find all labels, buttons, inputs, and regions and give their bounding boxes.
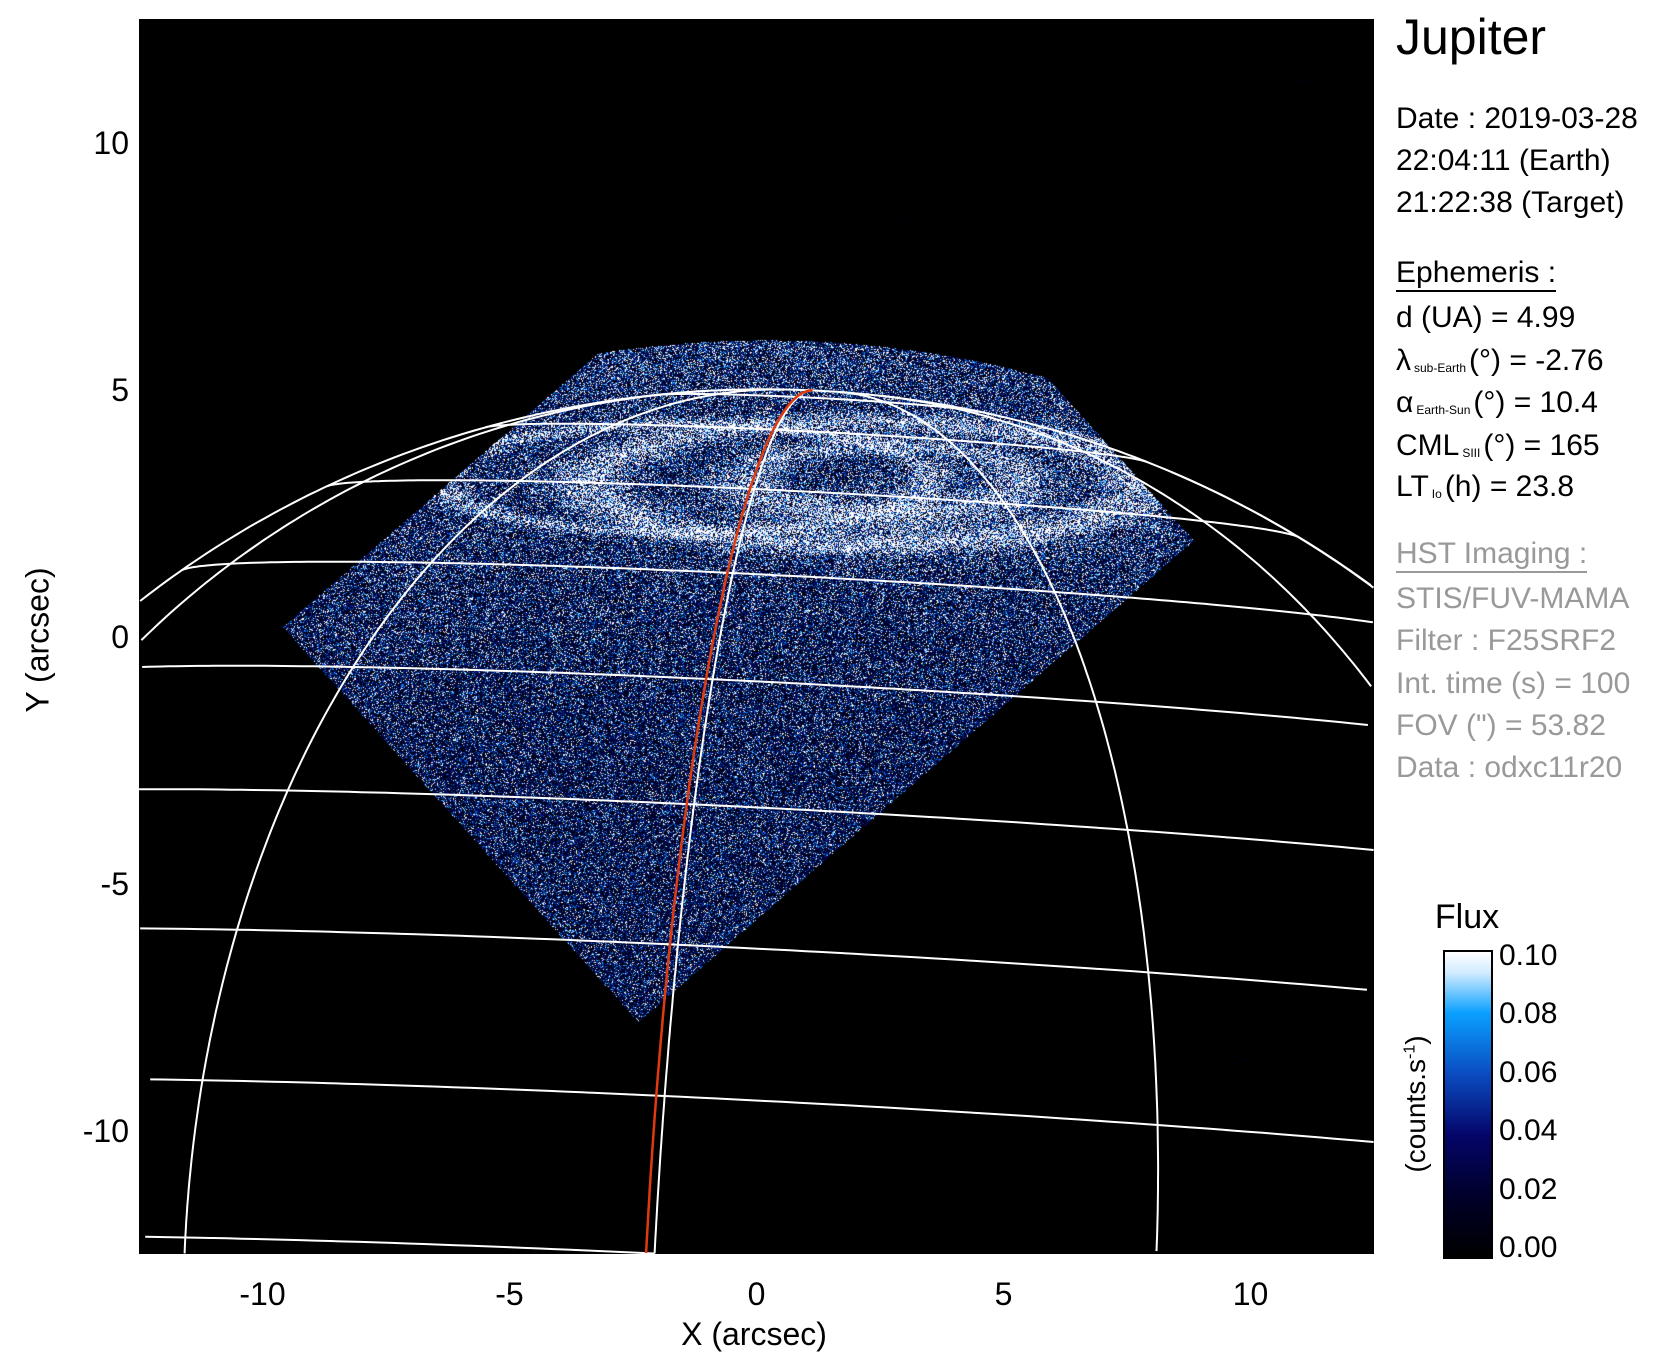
parallel-line [142,664,1369,726]
y-tick-label: 0 [111,618,129,655]
meridian-line [653,389,813,1254]
reference-meridian-line [644,389,813,1254]
alpha-symbol: α [1396,386,1414,419]
meridian-line [880,394,1372,687]
parallel-line [485,422,1148,463]
y-tick-label: -5 [100,865,129,902]
distance-text: d (UA) = 4.99 [1396,301,1576,334]
parallel-line [140,927,1368,991]
lt-value: (h) = 23.8 [1444,470,1575,503]
x-tick-label: 5 [994,1276,1013,1312]
y-tick-label: -10 [82,1112,129,1149]
colorbar-tick-label: 0.00 [1499,1231,1558,1264]
ephemeris-header: Ephemeris : [1396,258,1557,292]
plot-area [139,19,1374,1254]
colorbar-tick-label: 0.06 [1499,1055,1558,1089]
limb-line [139,388,1372,602]
data-id-text: Data : odxc11r20 [1396,751,1623,784]
time-earth-text: 22:04:11 (Earth) [1396,144,1611,177]
parallel-line [139,788,1374,851]
lambda-text: λ sub-Earth (°) = -2.76 [1396,346,1604,383]
alpha-value: (°) = 10.4 [1473,386,1598,419]
y-tick-label: 10 [93,124,129,161]
lt-text: LT Io (h) = 23.8 [1396,472,1574,509]
parallel-line [181,560,1374,624]
colorbar-tick-label: 0.08 [1499,997,1558,1031]
uv-image [139,19,1374,1254]
lambda-value: (°) = -2.76 [1469,344,1604,377]
unit-text: (counts.s [1400,1058,1431,1173]
colorbar-title: Flux [1434,898,1500,936]
y-tick-label: 5 [111,371,129,408]
cml-symbol: CML [1396,429,1460,462]
x-tick-label: 0 [747,1276,766,1312]
int-time-text: Int. time (s) = 100 [1396,667,1631,700]
lambda-symbol: λ [1396,344,1411,377]
time-target-text: 21:22:38 (Target) [1396,186,1625,219]
instrument-text: STIS/FUV-MAMA [1396,582,1630,615]
x-tick-label: 10 [1232,1276,1269,1312]
colorbar [1443,950,1493,1259]
colorbar-tick-label: 0.04 [1499,1114,1558,1148]
grid-overlay [139,388,1374,1254]
cml-value: (°) = 165 [1483,429,1600,462]
hst-header: HST Imaging : [1396,539,1588,573]
date-text: Date : 2019-03-28 [1396,102,1638,135]
alpha-text: α Earth-Sun (°) = 10.4 [1396,388,1598,425]
colorbar-unit-label: (counts.s-1) [1400,1035,1432,1172]
parallel-line [325,479,1300,539]
meridian-line [140,389,710,641]
x-tick-label: -10 [239,1276,286,1312]
chart-title: Jupiter [1396,9,1547,65]
colorbar-tick-label: 0.10 [1499,939,1558,972]
colorbar-tick-label: 0.02 [1499,1172,1558,1206]
lt-symbol: LT [1396,470,1429,503]
parallel-line [145,1235,655,1254]
cml-sub: SIII [1462,446,1481,460]
x-tick-label: -5 [495,1276,524,1312]
lambda-sub: sub-Earth [1414,361,1467,375]
unit-sup: -1 [1401,1044,1419,1059]
filter-text: Filter : F25SRF2 [1396,624,1617,657]
y-axis-label: Y (arcsec) [19,567,56,713]
meridian-line [839,391,1160,1252]
lt-sub: Io [1431,487,1442,501]
x-axis-label: X (arcsec) [681,1316,827,1352]
fov-text: FOV (") = 53.82 [1396,709,1606,742]
parallel-line [150,1078,1374,1143]
cml-text: CML SIII (°) = 165 [1396,431,1600,468]
unit-close: ) [1400,1035,1431,1045]
meridian-line [183,388,784,1254]
alpha-sub: Earth-Sun [1416,403,1471,417]
